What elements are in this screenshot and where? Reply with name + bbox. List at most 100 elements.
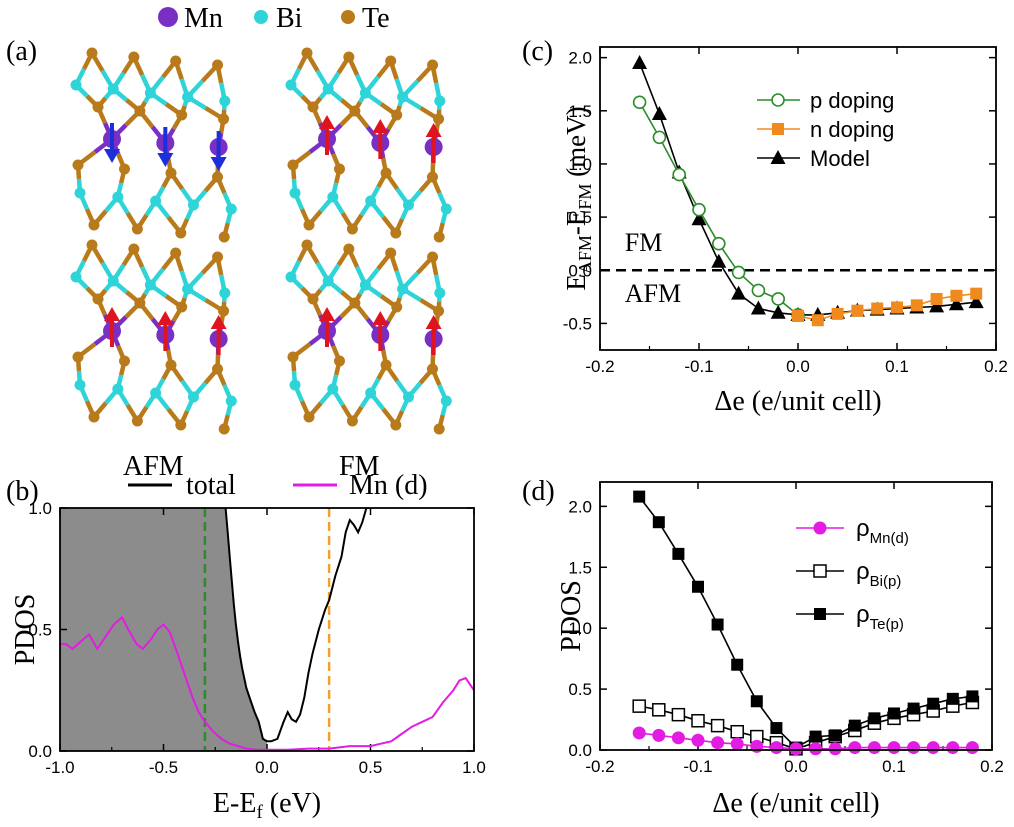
y-tick-label: 1.0 [568, 619, 592, 638]
te-atom [427, 363, 438, 375]
data-point-te-p [652, 516, 665, 529]
bi-atom [285, 79, 297, 91]
data-point-model [770, 304, 786, 319]
data-point-model [968, 294, 984, 309]
data-point-te-p [750, 695, 763, 708]
spin-up-arrow-icon [425, 315, 442, 329]
te-atom [427, 251, 439, 263]
data-point-mn-d [671, 731, 685, 745]
spin-up-arrow-icon [372, 119, 389, 133]
bi-atom [365, 387, 377, 399]
data-point-bi-p [632, 699, 646, 713]
te-atom [343, 243, 355, 255]
spin-down-arrow-icon [210, 157, 227, 171]
x-tick-label: -0.1 [683, 757, 712, 776]
panel-c: (c) -0.2 -0.1 0.0 0.1 0.2 -0.5 0.0 0.5 1.0 1.5 2.0… [522, 36, 1008, 417]
te-atom [433, 231, 445, 243]
panel-a-label: (a) [6, 36, 37, 67]
legend-bi-label: Bi [276, 3, 303, 34]
te-atom [218, 305, 230, 317]
te-atom [334, 163, 345, 175]
data-point-bi-p [710, 718, 725, 733]
y-tick-label: 0.0 [568, 741, 592, 760]
bi-atom [112, 383, 124, 395]
data-point-p-doping [771, 292, 786, 306]
mn-atom-icon [158, 7, 178, 27]
spin-up-arrow-icon [157, 311, 174, 325]
te-atom [92, 293, 104, 305]
te-atom [175, 227, 187, 239]
y-tick-label: -0.5 [563, 314, 592, 333]
series-line-n-doping [797, 292, 977, 322]
data-point-p-doping [751, 283, 766, 298]
data-point-te-p [946, 692, 959, 705]
bi-atom-icon [254, 10, 268, 24]
spin-down-arrow-icon [157, 153, 174, 167]
structure-label-fm: FM [339, 451, 380, 482]
te-atom [346, 223, 358, 235]
te-atom [72, 159, 84, 171]
data-point-te-p [711, 618, 724, 631]
te-atom [385, 55, 397, 67]
te-atom [88, 219, 100, 231]
data-point-te-p [633, 490, 646, 503]
te-atom [343, 51, 355, 63]
legend-total-label: total [186, 470, 236, 501]
x-axis-label: Δe (e/unit cell) [714, 386, 881, 417]
legend-marker [814, 608, 826, 620]
panel-d-label: (d) [522, 476, 555, 507]
data-point-te-p [848, 719, 861, 732]
legend-d: ρMn(d) ρBi(p) ρTe(p) [796, 515, 909, 633]
te-atom [134, 105, 146, 117]
data-point-mn-d [926, 741, 940, 755]
y-tick-label: 2.0 [568, 497, 592, 516]
x-tick-label: -0.5 [149, 758, 178, 777]
spin-up-arrow-icon [104, 307, 120, 321]
te-atom [119, 355, 130, 367]
data-point-te-p [829, 729, 842, 742]
te-atom [303, 411, 315, 423]
data-point-n-doping [891, 301, 903, 314]
te-atom [427, 171, 438, 183]
legend-mn-d-label: Mn (d) [349, 470, 428, 501]
occupied-states-shade [60, 508, 267, 751]
te-atom [390, 227, 402, 239]
x-tick-label: 0.0 [255, 758, 279, 777]
plot-c: -0.2 -0.1 0.0 0.1 0.2 -0.5 0.0 0.5 1.0 1.5 2.0 FM AF… [561, 46, 1008, 417]
crystal-structures [70, 47, 452, 435]
te-atom [385, 247, 397, 259]
data-point-p-doping [731, 265, 746, 280]
data-point-p-doping [711, 236, 726, 251]
x-tick-label: 0.0 [786, 357, 810, 376]
series-line-model [638, 62, 977, 316]
structure-afm-top [70, 47, 237, 243]
data-point-te-p [868, 712, 881, 725]
bi-atom [289, 379, 301, 391]
bi-atom [112, 191, 124, 203]
bi-atom [107, 83, 119, 95]
structure-afm-bottom [70, 239, 237, 435]
spin-up-arrow-icon [319, 307, 335, 321]
data-point-n-doping [792, 309, 804, 322]
legend-label: n doping [810, 117, 894, 142]
data-point-mn-d [691, 733, 705, 747]
data-point-te-p [809, 730, 822, 743]
bi-atom [402, 391, 414, 403]
data-point-p-doping [672, 167, 687, 182]
data-point-p-doping [632, 95, 647, 110]
data-point-mn-d [828, 742, 842, 756]
data-point-mn-d [907, 741, 921, 755]
data-point-model [948, 296, 964, 311]
legend-te: Te [341, 3, 390, 34]
y-tick-label: 1.5 [568, 102, 592, 121]
data-point-mn-d [730, 737, 744, 751]
data-point-te-p [672, 547, 685, 560]
te-atom [128, 243, 140, 255]
x-tick-label: -0.2 [585, 357, 614, 376]
bi-atom [150, 195, 162, 207]
x-tick-label: 1.0 [462, 758, 486, 777]
legend-marker [771, 93, 785, 107]
y-axis-label: PDOS [10, 594, 41, 666]
bi-atom [402, 199, 414, 211]
